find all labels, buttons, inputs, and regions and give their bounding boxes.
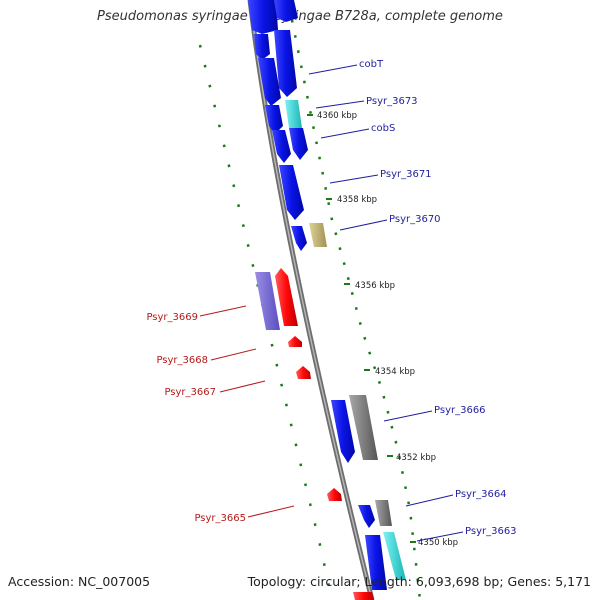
accession-text: Accession: NC_007005 — [8, 574, 151, 589]
gene-arrow-Psyr_3665 — [327, 488, 342, 501]
gene-arrow-c — [265, 105, 283, 134]
reverse-strand-genes — [255, 268, 342, 501]
gene-arrow-h — [365, 535, 387, 590]
gene-arrow-f — [349, 395, 378, 460]
tick-label-4360: 4360 kbp — [317, 111, 357, 121]
tick-label-4350: 4350 kbp — [418, 538, 458, 548]
gene-arrow-Psyr_3673 — [285, 100, 302, 128]
kbp-ticks — [307, 114, 416, 543]
gene-arrow-g — [358, 505, 375, 528]
tick-label-4356: 4356 kbp — [355, 281, 395, 291]
gene-arrow-top2 — [274, 0, 298, 22]
gene-label-Psyr_3668: Psyr_3668 — [156, 355, 208, 366]
gene-arrow-Psyr_3669b — [275, 268, 298, 326]
gene-arrow-d — [272, 130, 291, 163]
gene-arrow-Psyr_3669 — [255, 272, 280, 330]
gene-arrow-Psyr_3668 — [288, 336, 302, 347]
gene-arrow-Psyr_3670 — [309, 223, 327, 247]
gene-label-Psyr_3666: Psyr_3666 — [434, 405, 486, 416]
genome-title: Pseudomonas syringae pv. syringae B728a,… — [97, 9, 503, 24]
gene-label-Psyr_3665: Psyr_3665 — [194, 513, 246, 524]
gene-label-Psyr_3663: Psyr_3663 — [465, 526, 517, 537]
reverse-label-leaders — [199, 305, 295, 518]
gene-label-Psyr_3664: Psyr_3664 — [455, 489, 507, 500]
tick-label-4352: 4352 kbp — [396, 453, 436, 463]
gene-arrow-cobS — [289, 128, 308, 160]
gene-arrow-Psyr_3667 — [296, 366, 311, 379]
gene-arrow-bottom — [353, 592, 374, 600]
gene-label-Psyr_3671: Psyr_3671 — [380, 169, 432, 180]
topology-text: Topology: circular; Length: 6,093,698 bp… — [247, 574, 591, 589]
gene-arrow-top1 — [248, 0, 278, 34]
gene-arrow-e — [291, 226, 307, 251]
gene-label-cobT: cobT — [359, 59, 384, 70]
gene-arrow-Psyr_3666 — [331, 400, 355, 463]
genome-backbone — [247, 0, 375, 600]
gene-arrow-cobT — [274, 30, 297, 97]
gene-arrow-Psyr_3664 — [375, 500, 392, 526]
gene-label-Psyr_3673: Psyr_3673 — [366, 96, 418, 107]
forward-label-leaders — [308, 64, 464, 542]
gene-arrow-b — [258, 58, 281, 106]
reverse-gene-labels: Psyr_3669 Psyr_3668 Psyr_3667 Psyr_3665 — [146, 312, 246, 524]
gene-label-Psyr_3670: Psyr_3670 — [389, 214, 441, 225]
gene-label-Psyr_3667: Psyr_3667 — [164, 387, 216, 398]
forward-strand-genes — [248, 0, 406, 600]
kbp-tick-labels: 4360 kbp 4358 kbp 4356 kbp 4354 kbp 4352… — [317, 111, 458, 548]
gene-arrow-a — [254, 34, 270, 60]
gene-label-cobS: cobS — [371, 123, 395, 134]
gene-arrow-Psyr_3671 — [279, 165, 304, 220]
gene-label-Psyr_3669: Psyr_3669 — [146, 312, 198, 323]
tick-label-4354: 4354 kbp — [375, 367, 415, 377]
tick-label-4358: 4358 kbp — [337, 195, 377, 205]
forward-gene-labels: cobT Psyr_3673 cobS Psyr_3671 Psyr_3670 … — [359, 59, 517, 537]
gene-arrow-Psyr_3663 — [383, 532, 406, 580]
